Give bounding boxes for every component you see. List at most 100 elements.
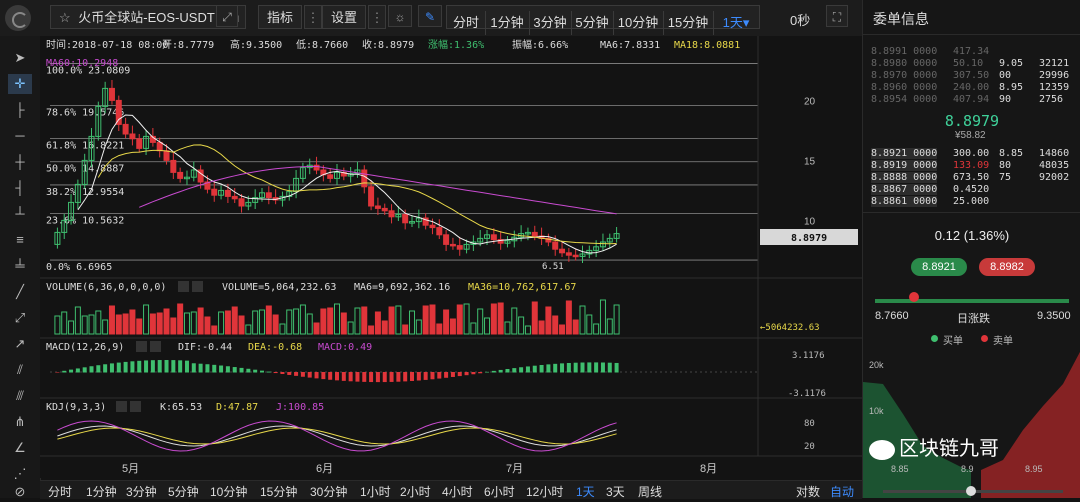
btf-1h[interactable]: 1小时	[360, 485, 391, 499]
extended-line-icon[interactable]: ⤢	[14, 310, 26, 325]
btf-30min[interactable]: 30分钟	[310, 485, 348, 499]
bids-row[interactable]: 8.8919 0000 133.09 80 48035	[871, 160, 1071, 172]
candle-body	[395, 213, 402, 218]
fan-icon[interactable]: ⋰	[13, 466, 27, 481]
btf-4h[interactable]: 4小时	[442, 485, 473, 499]
asks-row[interactable]: 8.8960 0000 240.00 8.95 12359	[871, 82, 1071, 94]
btf-3d[interactable]: 3天	[606, 485, 625, 499]
bids-cell: 133.09	[953, 160, 990, 171]
kdj-close-icon[interactable]	[130, 401, 141, 412]
depth-chart[interactable]: 20k 10k 8.85 8.9 8.95	[863, 350, 1080, 498]
btf-2h[interactable]: 2小时	[400, 485, 431, 499]
asks-row[interactable]: 8.8991 0000 417.34	[871, 46, 1071, 58]
btf-3min[interactable]: 3分钟	[126, 485, 157, 499]
macd-bar	[178, 360, 183, 373]
volume-bar	[511, 307, 518, 335]
candle-body	[477, 237, 484, 243]
horizontal-line-icon[interactable]: ─	[15, 128, 25, 143]
macd-bar	[416, 372, 421, 381]
chart-area[interactable]: 100.0% 23.0809 78.6% 19.5746 61.8% 16.8221…	[40, 36, 862, 478]
brightness-icon[interactable]: ☼	[388, 5, 412, 27]
tf-10min[interactable]: 10分钟	[613, 11, 664, 35]
bids-row[interactable]: 8.8861 0000 25.000	[871, 196, 1071, 208]
parallel-channel-icon[interactable]: ≡	[16, 232, 24, 247]
price-axis-label: 10	[804, 216, 816, 227]
bids-cell: 48035	[1039, 160, 1070, 171]
log-scale-toggle[interactable]: 对数	[796, 485, 821, 499]
btf-6h[interactable]: 6小时	[484, 485, 515, 499]
volume-bar	[68, 320, 75, 335]
depth-zoom-handle[interactable]	[966, 486, 976, 496]
volume-bar	[354, 307, 361, 335]
volume-bar	[368, 325, 375, 335]
kdj-settings-icon[interactable]	[116, 401, 127, 412]
btf-1d[interactable]: 1天	[576, 485, 595, 499]
tf-3min[interactable]: 3分钟	[529, 11, 572, 35]
volume-bar	[484, 317, 491, 335]
bids-row[interactable]: 8.8888 0000 673.50 75 92002	[871, 172, 1071, 184]
volume-close-icon[interactable]	[192, 281, 203, 292]
symbol-selector[interactable]: ☆ 火币全球站-EOS-USDT ⧉	[50, 5, 246, 29]
star-icon[interactable]: ☆	[59, 10, 71, 25]
bids-row[interactable]: 8.8921 0000 300.00 8.85 14860	[871, 148, 1071, 160]
macd-bar	[287, 372, 292, 375]
sell-price-button[interactable]: 8.8982	[979, 258, 1035, 276]
bids-row[interactable]: 8.8867 0000 0.4520	[871, 184, 1071, 196]
fullscreen-icon[interactable]: ⛶	[826, 5, 848, 27]
tf-5min[interactable]: 5分钟	[571, 11, 614, 35]
settings-button[interactable]: 设置	[322, 5, 366, 29]
btf-5min[interactable]: 5分钟	[168, 485, 199, 499]
tf-1min[interactable]: 1分钟	[485, 11, 530, 35]
indicators-button[interactable]: 指标	[258, 5, 302, 29]
macd-bar	[266, 371, 271, 373]
more-icon[interactable]: ⋮	[368, 5, 386, 29]
tf-1day-dropdown[interactable]: 1天▾	[722, 15, 750, 30]
btf-1min[interactable]: 1分钟	[86, 485, 117, 499]
cursor-icon[interactable]: ➤	[14, 50, 26, 65]
tf-fenshi[interactable]: 分时	[447, 11, 486, 35]
btf-10min[interactable]: 10分钟	[210, 485, 248, 499]
volume-bar	[586, 314, 593, 335]
asks-cell: 12359	[1039, 82, 1070, 93]
asks-row[interactable]: 8.8954 0000 407.94 90 2756	[871, 94, 1071, 106]
fib-label: 78.6% 19.5746	[46, 108, 124, 119]
macd-bar	[362, 372, 367, 382]
gann-icon[interactable]: ⫻	[16, 388, 24, 403]
volume-settings-icon[interactable]	[178, 281, 189, 292]
vertical-line-icon[interactable]: ┤	[15, 180, 25, 195]
trendline-icon[interactable]: ╱	[16, 284, 24, 299]
tf-15min[interactable]: 15分钟	[663, 11, 714, 35]
asks-row[interactable]: 8.8980 0000 50.10 9.05 32121	[871, 58, 1071, 70]
pen-icon[interactable]: ✎	[418, 5, 442, 27]
btf-week[interactable]: 周线	[638, 485, 663, 499]
candle-body	[68, 201, 75, 221]
volume-bar	[606, 318, 613, 335]
crosshair-icon[interactable]: ✛	[8, 74, 32, 94]
eraser-icon[interactable]: ⊘	[14, 484, 26, 499]
horizontal-ray-icon[interactable]: ├	[15, 102, 25, 117]
fib-icon[interactable]: ⫽	[17, 362, 23, 377]
buy-price-button[interactable]: 8.8921	[911, 258, 967, 276]
btf-12h[interactable]: 12小时	[526, 485, 564, 499]
price-line-icon[interactable]: ┴	[15, 206, 25, 221]
macd-bar	[212, 364, 217, 373]
volume-bar	[593, 323, 600, 335]
btf-15min[interactable]: 15分钟	[260, 485, 298, 499]
macd-dif: DIF:-0.44	[178, 342, 232, 353]
angle-icon[interactable]: ∠	[14, 440, 26, 455]
horizontal-segment-icon[interactable]: ┼	[15, 154, 25, 169]
arrow-line-icon[interactable]: ↗	[14, 336, 26, 351]
btf-fenshi[interactable]: 分时	[48, 485, 73, 499]
asks-row[interactable]: 8.8970 0000 307.50 00 29996	[871, 70, 1071, 82]
asks-cell: 407.94	[953, 94, 990, 105]
macd-settings-icon[interactable]	[136, 341, 147, 352]
auto-scale-toggle[interactable]: 自动	[830, 485, 855, 499]
ray-icon[interactable]: ╧	[15, 258, 25, 273]
macd-close-icon[interactable]	[150, 341, 161, 352]
more-icon[interactable]: ⋮	[304, 5, 322, 29]
candle-body	[606, 237, 613, 243]
expand-icon[interactable]: ⤢	[216, 5, 238, 27]
pitchfork-icon[interactable]: ⋔	[14, 414, 26, 429]
kdj-d: D:47.87	[216, 402, 258, 413]
candlestick-chart[interactable]: 100.0% 23.0809 78.6% 19.5746 61.8% 16.8221…	[40, 36, 862, 478]
